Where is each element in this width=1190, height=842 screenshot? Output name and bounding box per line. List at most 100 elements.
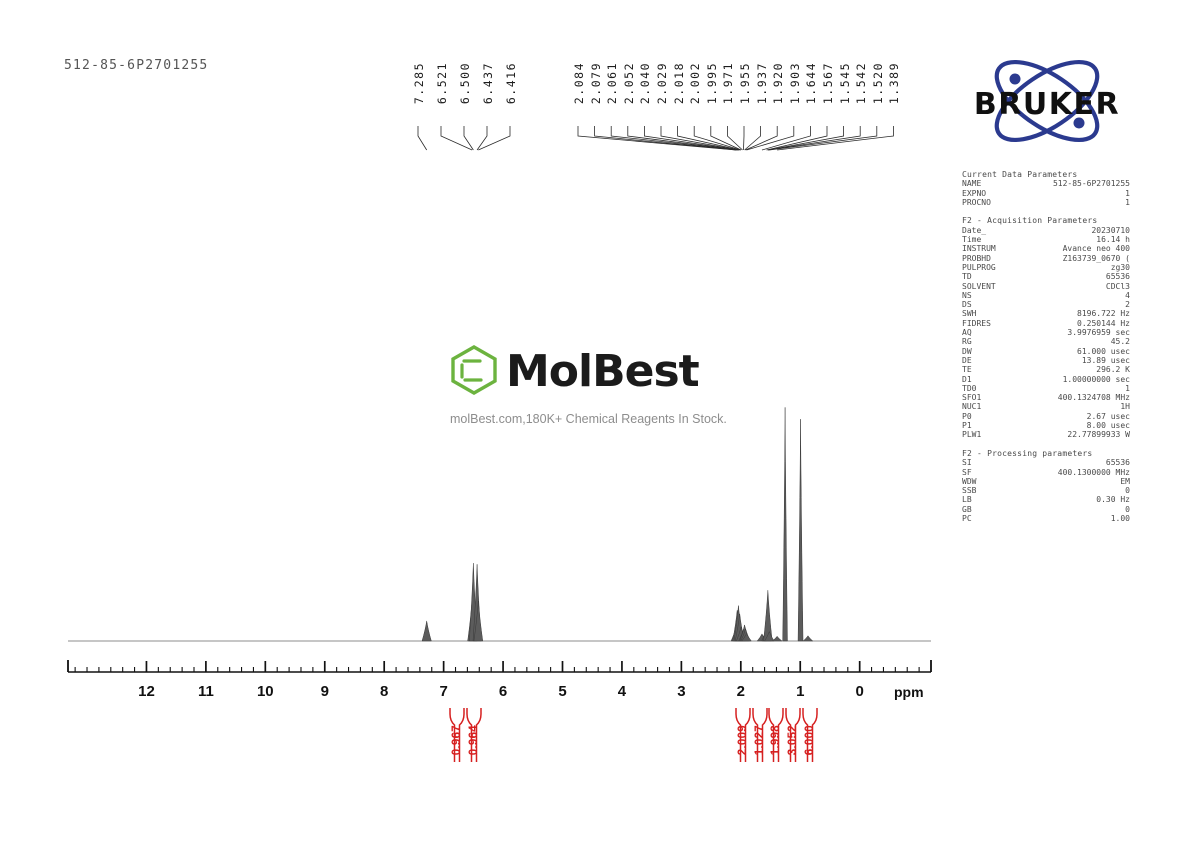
param-row: PC 1.00 [962, 514, 1130, 523]
param-row: PROCNO 1 [962, 198, 1130, 207]
param-key: SFO1 [962, 393, 982, 403]
param-value: Z163739_0670 ( [1062, 253, 1130, 263]
param-row: RG 45.2 [962, 337, 1130, 346]
param-key: P1 [962, 421, 972, 431]
integral-label: 0.964 [468, 725, 480, 756]
param-value: 4 [1125, 290, 1130, 300]
param-section-title: F2 - Processing parameters [962, 448, 1093, 458]
param-value: 1 [1125, 188, 1130, 198]
param-row: SWH 8196.722 Hz [962, 309, 1130, 318]
param-key: Time [962, 235, 982, 245]
param-row: DS 2 [962, 300, 1130, 309]
axis-tick-label: 9 [320, 683, 329, 700]
param-value: 1 [1125, 197, 1130, 207]
param-key: NAME [962, 179, 982, 189]
param-value: zg30 [1110, 262, 1130, 272]
param-row: INSTRUM Avance neo 400 [962, 244, 1130, 253]
param-value: 16.14 h [1096, 235, 1130, 245]
param-row: SF 400.1300000 MHz [962, 468, 1130, 477]
molbest-wordmark: MolBest [506, 346, 700, 397]
param-value: EM [1120, 476, 1130, 486]
param-row: SFO1 400.1324708 MHz [962, 393, 1130, 402]
integral-label: 2.009 [737, 725, 749, 756]
param-key: GB [962, 504, 972, 514]
molbest-watermark: MolBest molBest.com,180K+ Chemical Reage… [448, 344, 748, 426]
param-row: PROBHD Z163739_0670 ( [962, 254, 1130, 263]
param-key: PULPROG [962, 262, 996, 272]
axis-tick-label: 3 [677, 683, 686, 700]
param-value: 22.77899933 W [1067, 430, 1130, 440]
param-value: 400.1300000 MHz [1057, 467, 1130, 477]
param-value: 61.000 usec [1077, 346, 1130, 356]
param-key: SOLVENT [962, 281, 996, 291]
param-value: 20230710 [1091, 225, 1130, 235]
param-key: PLW1 [962, 430, 982, 440]
param-row: Time 16.14 h [962, 235, 1130, 244]
param-value: Avance neo 400 [1062, 244, 1130, 254]
param-row: NUC1 1H [962, 402, 1130, 411]
param-key: FIDRES [962, 318, 991, 328]
param-key: DS [962, 300, 972, 310]
param-value: 1H [1120, 402, 1130, 412]
param-row: AQ 3.9976959 sec [962, 328, 1130, 337]
param-value: 0 [1125, 504, 1130, 514]
axis-tick-label: 10 [256, 683, 274, 700]
param-section-title: F2 - Acquisition Parameters [962, 216, 1098, 226]
param-key: EXPNO [962, 188, 987, 198]
acquisition-parameter-block: Current Data Parameters NAME 512-85-6P2701… [962, 170, 1130, 523]
param-row: EXPNO 1 [962, 189, 1130, 198]
param-value: 0.250144 Hz [1077, 318, 1130, 328]
param-key: LB [962, 495, 972, 505]
param-key: SWH [962, 309, 977, 319]
integral-label: 1.998 [770, 725, 782, 756]
param-row: TD0 1 [962, 384, 1130, 393]
param-key: INSTRUM [962, 244, 996, 254]
param-row: SOLVENT CDCl3 [962, 282, 1130, 291]
param-key: RG [962, 337, 972, 347]
param-value: 13.89 usec [1081, 355, 1130, 365]
param-row: WDW EM [962, 477, 1130, 486]
param-value: 1 [1125, 383, 1130, 393]
axis-tick-label: 12 [138, 683, 155, 700]
param-value: CDCl3 [1105, 281, 1130, 291]
param-row: NS 4 [962, 291, 1130, 300]
integral-label: 1.027 [754, 725, 766, 756]
integral-label: 6.000 [804, 725, 816, 756]
axis-tick-label: 1 [796, 683, 805, 700]
param-row: Date_ 20230710 [962, 226, 1130, 235]
axis-tick-label: 2 [736, 683, 745, 700]
param-value: 45.2 [1110, 337, 1130, 347]
param-row: LB 0.30 Hz [962, 495, 1130, 504]
param-row: PLW1 22.77899933 W [962, 430, 1130, 439]
param-row: TE 296.2 K [962, 365, 1130, 374]
param-key: AQ [962, 328, 972, 338]
param-value: 2 [1125, 300, 1130, 310]
axis-tick-label: 7 [439, 683, 448, 700]
axis-tick-label: 6 [498, 683, 508, 700]
param-value: 65536 [1105, 458, 1130, 468]
param-row: GB 0 [962, 505, 1130, 514]
axis-tick-label: 8 [380, 683, 389, 700]
param-row: FIDRES 0.250144 Hz [962, 319, 1130, 328]
param-value: 0.30 Hz [1096, 495, 1130, 505]
param-section-title: Current Data Parameters [962, 170, 1078, 179]
param-value: 0 [1125, 486, 1130, 496]
param-key: SSB [962, 486, 977, 496]
param-key: NUC1 [962, 402, 982, 412]
param-key: NS [962, 290, 972, 300]
ppm-unit-label: ppm [894, 684, 924, 700]
param-key: PROCNO [962, 197, 991, 207]
param-key: Date_ [962, 225, 987, 235]
param-value: 1.00 [1110, 513, 1130, 523]
param-key: PROBHD [962, 253, 991, 263]
param-row: PULPROG zg30 [962, 263, 1130, 272]
param-value: 400.1324708 MHz [1057, 393, 1130, 403]
param-row: D1 1.00000000 sec [962, 375, 1130, 384]
axis-tick-label: 0 [855, 683, 864, 700]
integral-label: 0.967 [451, 725, 463, 756]
molbest-tagline: molBest.com,180K+ Chemical Reagents In S… [450, 412, 727, 426]
param-key: DE [962, 355, 972, 365]
